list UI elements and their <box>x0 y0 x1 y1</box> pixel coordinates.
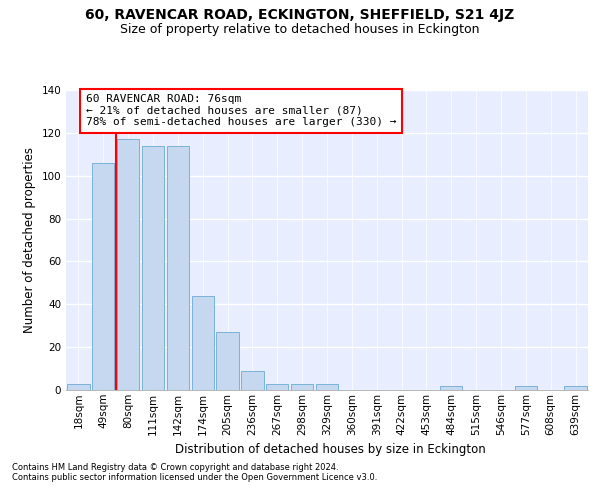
Bar <box>266 384 289 390</box>
Bar <box>440 386 463 390</box>
Bar <box>241 370 263 390</box>
Bar <box>117 140 139 390</box>
Bar <box>217 332 239 390</box>
Y-axis label: Number of detached properties: Number of detached properties <box>23 147 36 333</box>
Bar <box>291 384 313 390</box>
Text: Contains public sector information licensed under the Open Government Licence v3: Contains public sector information licen… <box>12 474 377 482</box>
Bar <box>167 146 189 390</box>
Text: 60, RAVENCAR ROAD, ECKINGTON, SHEFFIELD, S21 4JZ: 60, RAVENCAR ROAD, ECKINGTON, SHEFFIELD,… <box>85 8 515 22</box>
Bar <box>92 163 115 390</box>
Bar <box>67 384 89 390</box>
Bar <box>565 386 587 390</box>
Text: Distribution of detached houses by size in Eckington: Distribution of detached houses by size … <box>175 442 485 456</box>
Bar <box>191 296 214 390</box>
Bar <box>316 384 338 390</box>
Text: 60 RAVENCAR ROAD: 76sqm
← 21% of detached houses are smaller (87)
78% of semi-de: 60 RAVENCAR ROAD: 76sqm ← 21% of detache… <box>86 94 397 128</box>
Bar <box>142 146 164 390</box>
Text: Contains HM Land Registry data © Crown copyright and database right 2024.: Contains HM Land Registry data © Crown c… <box>12 464 338 472</box>
Bar <box>515 386 537 390</box>
Text: Size of property relative to detached houses in Eckington: Size of property relative to detached ho… <box>120 22 480 36</box>
